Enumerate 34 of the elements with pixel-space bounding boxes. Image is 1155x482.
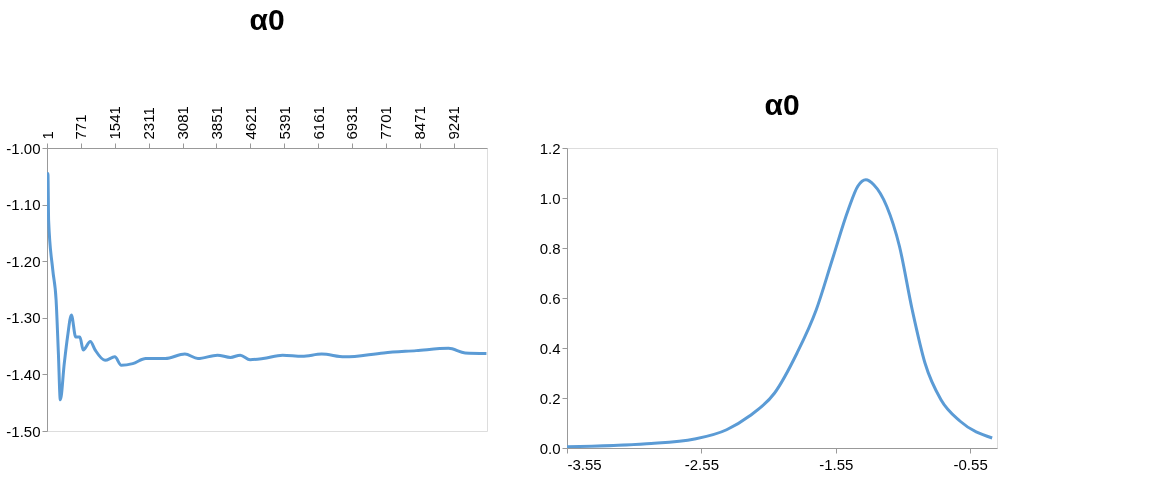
y-tick-label: -1.20 (6, 252, 41, 270)
x-tick-label: 8471 (411, 106, 429, 140)
line-series (47, 171, 487, 402)
x-tick-label: -0.55 (953, 455, 988, 473)
x-tick-label: 6931 (343, 106, 361, 140)
x-tick-label: 771 (72, 114, 90, 140)
x-tick-label: 2311 (140, 107, 158, 140)
y-tick-label: 1.2 (539, 139, 561, 157)
x-tick-label: 3081 (174, 106, 192, 140)
line-series (567, 178, 994, 448)
chart-title: α0 (764, 88, 800, 121)
y-tick-label: -1.50 (6, 422, 41, 440)
x-tick-label: 1 (38, 131, 56, 140)
x-tick-label: 6161 (309, 106, 327, 140)
x-tick-label: 3851 (207, 106, 225, 140)
x-tick-label: -3.55 (567, 455, 602, 473)
y-tick-label: -1.30 (6, 309, 41, 327)
chart-title: α0 (249, 2, 285, 36)
x-tick-label: 1541 (106, 106, 124, 140)
y-tick-label: -1.00 (6, 139, 41, 157)
y-tick-label: 0.8 (539, 239, 561, 257)
y-tick-label: -1.40 (6, 365, 41, 383)
x-tick-label: 9241 (445, 106, 463, 140)
y-tick-label: 1.0 (539, 189, 561, 207)
y-tick-label: 0.4 (539, 339, 561, 357)
x-tick-label: -1.55 (819, 455, 854, 473)
x-tick-label: 5391 (275, 106, 293, 140)
y-tick-label: 0.6 (539, 289, 561, 307)
x-tick-label: 4621 (241, 106, 259, 140)
y-tick-label: 0.2 (539, 389, 561, 407)
y-tick-label: -1.10 (6, 196, 41, 214)
x-tick-label: 7701 (377, 106, 395, 140)
x-tick-label: -2.55 (684, 455, 719, 473)
y-tick-label: 0.0 (539, 439, 561, 457)
